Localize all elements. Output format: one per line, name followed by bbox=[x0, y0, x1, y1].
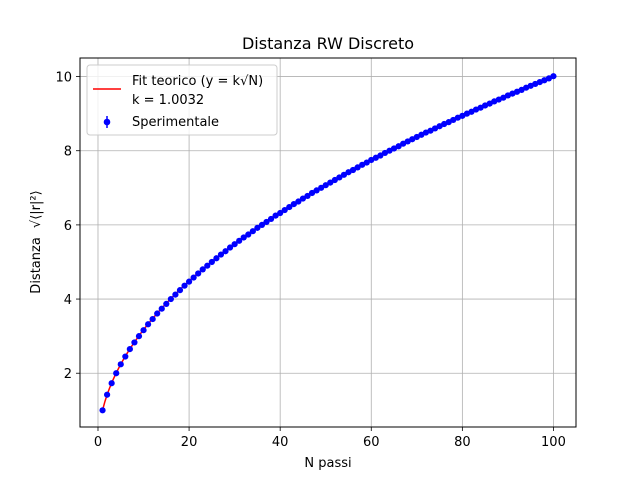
data-point bbox=[167, 295, 174, 303]
data-point bbox=[277, 209, 284, 217]
data-point bbox=[122, 353, 129, 360]
data-point bbox=[318, 184, 325, 191]
data-point bbox=[299, 195, 307, 202]
x-tick-label: 0 bbox=[94, 435, 102, 450]
legend: Fit teorico (y = k√N) k = 1.0032 Sperime… bbox=[86, 64, 278, 136]
legend-fit-k-label: k = 1.0032 bbox=[132, 93, 204, 108]
data-point bbox=[313, 187, 320, 194]
x-tick-label: 20 bbox=[181, 435, 198, 450]
data-point bbox=[258, 221, 266, 228]
data-point bbox=[226, 244, 234, 251]
data-point bbox=[176, 287, 184, 294]
data-point bbox=[190, 274, 197, 281]
data-point bbox=[135, 333, 143, 340]
data-point bbox=[99, 407, 106, 414]
data-point bbox=[272, 212, 279, 219]
data-point bbox=[204, 262, 211, 269]
data-point bbox=[249, 228, 256, 235]
x-axis-ticks: 0 20 40 60 80 100 bbox=[94, 427, 566, 450]
data-point bbox=[336, 174, 343, 181]
data-point bbox=[222, 248, 229, 255]
data-point bbox=[231, 241, 238, 248]
data-point bbox=[144, 321, 152, 328]
data-point bbox=[281, 206, 288, 214]
data-point bbox=[181, 282, 188, 289]
legend-data-marker-swatch bbox=[103, 118, 111, 126]
data-point bbox=[154, 310, 161, 317]
data-point bbox=[286, 203, 293, 211]
y-tick-label: 2 bbox=[64, 367, 72, 382]
data-point bbox=[208, 258, 215, 266]
x-tick-label: 80 bbox=[454, 435, 471, 450]
y-axis-label-text: Distanza bbox=[29, 237, 44, 294]
data-point bbox=[113, 370, 120, 377]
data-point bbox=[217, 251, 225, 258]
grid-lines bbox=[80, 58, 576, 427]
legend-fit-label: Fit teorico (y = k√N) bbox=[132, 74, 263, 89]
data-point bbox=[363, 159, 370, 166]
data-point bbox=[172, 291, 179, 298]
chart-title: Distanza RW Discreto bbox=[242, 34, 414, 53]
y-axis-label-math: √⟨|r|²⟩ bbox=[29, 190, 44, 228]
data-point bbox=[395, 143, 402, 150]
y-tick-label: 10 bbox=[55, 71, 72, 86]
data-point bbox=[308, 189, 316, 197]
x-tick-label: 60 bbox=[363, 435, 380, 450]
data-point bbox=[267, 215, 275, 223]
data-point bbox=[158, 305, 165, 312]
data-point bbox=[263, 218, 270, 226]
data-point bbox=[349, 166, 357, 174]
y-tick-label: 4 bbox=[64, 293, 72, 308]
data-point bbox=[131, 339, 138, 346]
data-point bbox=[195, 270, 202, 277]
data-point bbox=[240, 234, 247, 241]
x-tick-label: 100 bbox=[541, 435, 566, 450]
y-tick-label: 6 bbox=[64, 219, 72, 234]
data-point bbox=[245, 231, 252, 238]
data-point bbox=[377, 152, 384, 159]
plot-area bbox=[99, 73, 557, 414]
data-point bbox=[322, 182, 329, 189]
data-point bbox=[327, 179, 334, 186]
svg-text:Distanza √⟨|r|²⟩: Distanza √⟨|r|²⟩ bbox=[29, 190, 44, 293]
data-point bbox=[108, 380, 115, 387]
legend-box bbox=[86, 64, 278, 136]
data-point bbox=[163, 300, 170, 307]
data-point bbox=[117, 361, 124, 368]
data-point bbox=[185, 278, 193, 285]
data-point bbox=[213, 255, 220, 262]
data-point bbox=[149, 315, 156, 323]
data-point bbox=[236, 237, 243, 244]
axes-frame bbox=[79, 57, 577, 428]
data-point bbox=[140, 327, 147, 334]
data-point bbox=[126, 346, 133, 353]
data-point bbox=[254, 224, 261, 231]
y-axis-ticks: 2 4 6 8 10 bbox=[55, 71, 80, 382]
data-point bbox=[104, 391, 111, 398]
y-tick-label: 8 bbox=[64, 145, 72, 160]
data-point bbox=[304, 192, 311, 200]
x-tick-label: 40 bbox=[272, 435, 289, 450]
data-point bbox=[550, 73, 557, 80]
data-point bbox=[354, 164, 361, 171]
y-axis-label: Distanza √⟨|r|²⟩ bbox=[29, 190, 44, 293]
legend-data-label: Sperimentale bbox=[132, 115, 219, 130]
x-axis-label: N passi bbox=[304, 456, 351, 471]
data-point bbox=[295, 198, 302, 205]
data-point bbox=[340, 171, 348, 178]
data-point bbox=[331, 176, 338, 184]
data-point bbox=[290, 201, 297, 208]
data-point bbox=[199, 266, 206, 273]
